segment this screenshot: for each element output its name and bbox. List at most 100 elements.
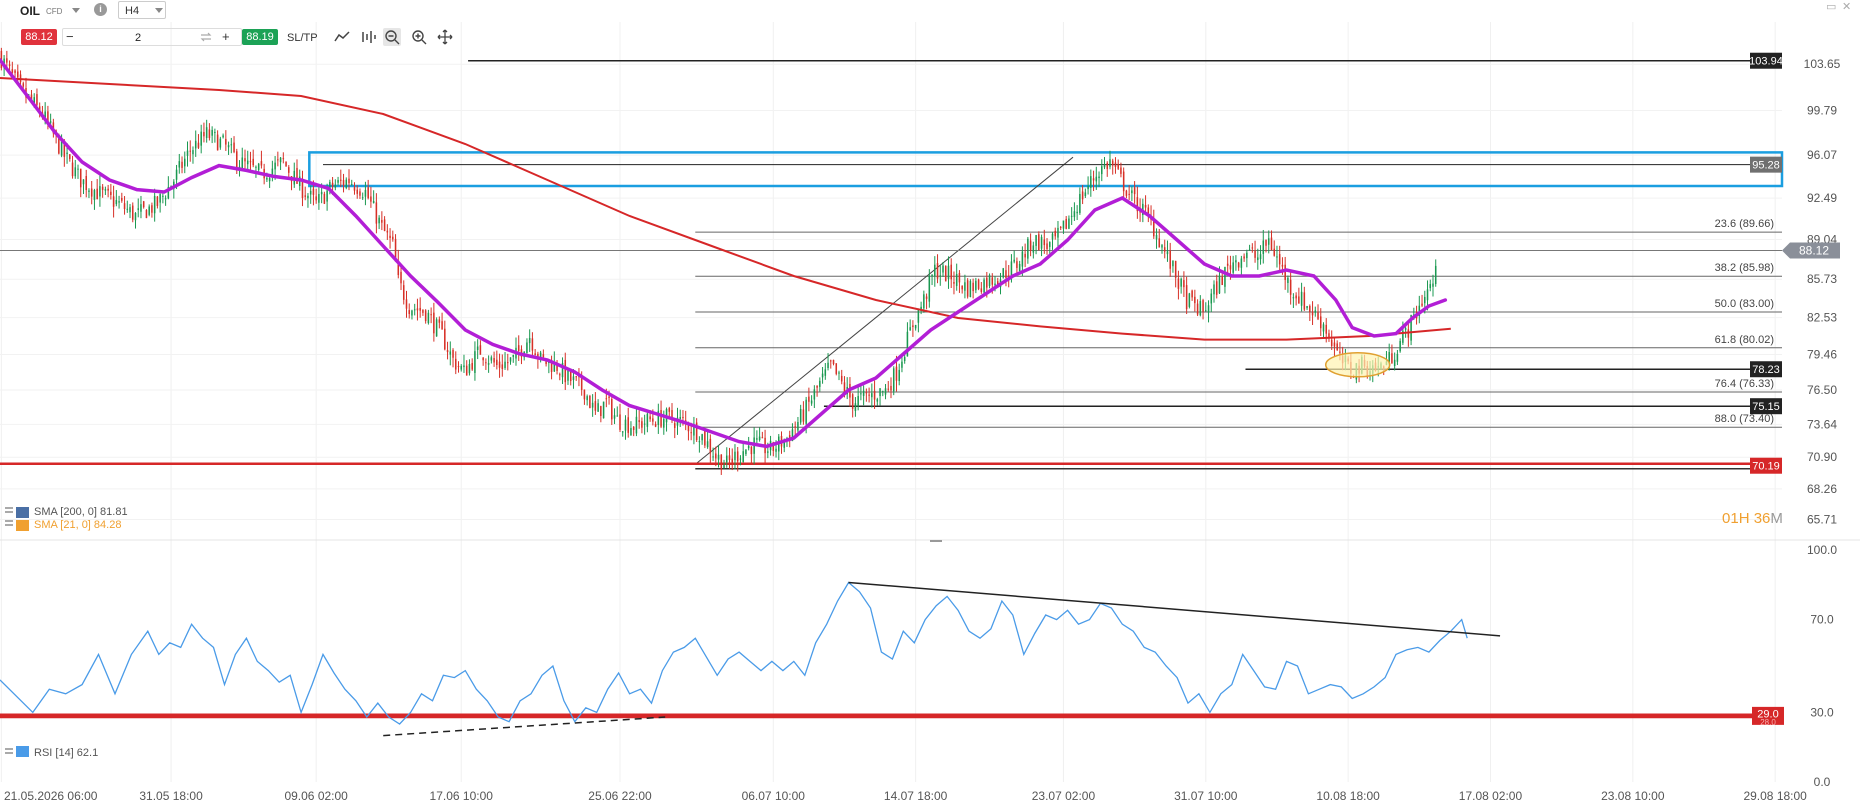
candle-body	[1068, 218, 1070, 229]
quantity-minus-button[interactable]: −	[66, 29, 74, 44]
candle-body	[6, 58, 8, 63]
candle-body	[1155, 234, 1158, 240]
candle-body	[1251, 247, 1254, 249]
candle-body	[1087, 185, 1089, 190]
symbol-dropdown-icon[interactable]	[72, 8, 80, 13]
candle-body	[504, 361, 506, 368]
candle-body	[441, 321, 443, 330]
level-price-label: 75.15	[1752, 401, 1780, 413]
fib-trendline	[694, 156, 1074, 465]
quantity-value[interactable]: 2	[135, 32, 142, 44]
candle-body	[496, 359, 498, 366]
candle-body	[219, 138, 222, 148]
candle-body	[783, 439, 786, 448]
candle-body	[827, 362, 829, 369]
candle-body	[832, 359, 835, 364]
buy-button[interactable]: 88.19	[242, 29, 278, 45]
candle-body	[58, 135, 60, 154]
sell-button[interactable]: 88.12	[21, 29, 57, 45]
info-icon[interactable]: i	[94, 3, 107, 16]
time-tick-label: 31.07 10:00	[1174, 789, 1238, 803]
candle-body	[638, 420, 640, 423]
fib-level-label: 88.0 (73.40)	[1715, 413, 1774, 425]
sltp-button[interactable]: SL/TP	[287, 32, 318, 44]
candle-body	[517, 345, 520, 352]
candle-body	[498, 361, 501, 368]
candle-body	[222, 135, 224, 138]
candle-body	[1002, 268, 1004, 278]
candle-body	[1169, 250, 1171, 269]
candle-body	[857, 396, 859, 407]
candle-body	[690, 432, 692, 434]
line-chart-icon[interactable]	[333, 28, 351, 46]
symbol-name[interactable]: OIL	[20, 4, 40, 18]
candle-body	[1421, 303, 1423, 306]
candle-body	[868, 394, 870, 396]
candle-body	[249, 161, 252, 163]
candle-body	[564, 359, 567, 383]
zoom-out-icon[interactable]	[383, 28, 401, 46]
candle-body	[1185, 285, 1188, 310]
move-icon[interactable]	[436, 28, 454, 46]
candle-body	[682, 416, 684, 419]
candle-body	[1402, 330, 1404, 343]
candle-body	[381, 219, 383, 223]
candle-body	[1027, 238, 1029, 259]
candle-body	[1424, 296, 1426, 304]
candle-body	[244, 158, 246, 162]
close-icon[interactable]: ✕	[1842, 1, 1852, 13]
candle-body	[663, 418, 665, 428]
timeframe-dropdown-icon[interactable]	[155, 8, 163, 13]
candle-body	[717, 454, 720, 460]
candle-body	[635, 416, 638, 434]
candle-body	[920, 306, 922, 311]
candle-body	[236, 151, 238, 168]
candle-body	[296, 167, 298, 184]
candle-body	[1183, 280, 1185, 288]
minimize-icon[interactable]: ▭	[1826, 1, 1837, 13]
zoom-in-icon[interactable]	[410, 28, 428, 46]
candle-body	[1016, 261, 1018, 268]
legend-settings-icon	[16, 507, 29, 518]
candle-body	[326, 190, 328, 202]
quantity-input[interactable]	[62, 28, 242, 46]
candle-body	[745, 449, 747, 455]
timeframe-select[interactable]: H4	[118, 1, 166, 19]
sma-legend-label: SMA [200, 0] 81.81	[34, 506, 128, 518]
candle-body	[1218, 275, 1221, 294]
price-tick-label: 76.50	[1807, 383, 1837, 397]
candle-body	[600, 406, 602, 417]
candle-body	[556, 363, 558, 371]
candle-body	[189, 150, 192, 152]
candle-body	[840, 375, 843, 382]
candle-body	[454, 358, 457, 370]
candle-body	[1035, 235, 1037, 246]
candle-body	[1161, 245, 1163, 248]
candle-body	[991, 277, 994, 285]
candle-body	[964, 282, 966, 291]
candle-body	[586, 396, 588, 401]
candle-body	[862, 390, 865, 396]
candle-body	[545, 359, 547, 365]
candle-body	[906, 331, 909, 357]
candle-body	[1325, 324, 1328, 334]
sma-21-line	[0, 58, 1448, 449]
candle-body	[342, 180, 345, 186]
countdown-minutes: 36	[1753, 510, 1771, 527]
candle-body	[925, 296, 928, 299]
indicators-icon[interactable]	[360, 28, 378, 46]
reset-quantity-icon[interactable]	[197, 28, 215, 46]
candle-body	[819, 380, 821, 387]
candle-body	[1432, 283, 1434, 287]
candle-body	[1339, 351, 1341, 353]
candle-body	[318, 194, 320, 203]
candle-body	[1043, 239, 1046, 246]
price-tick-label: 85.73	[1807, 272, 1837, 286]
candle-body	[356, 189, 358, 194]
candle-body	[775, 448, 777, 452]
quantity-plus-button[interactable]: +	[222, 29, 230, 44]
candle-body	[1328, 333, 1330, 339]
candle-body	[329, 181, 331, 189]
candle-body	[794, 426, 796, 428]
